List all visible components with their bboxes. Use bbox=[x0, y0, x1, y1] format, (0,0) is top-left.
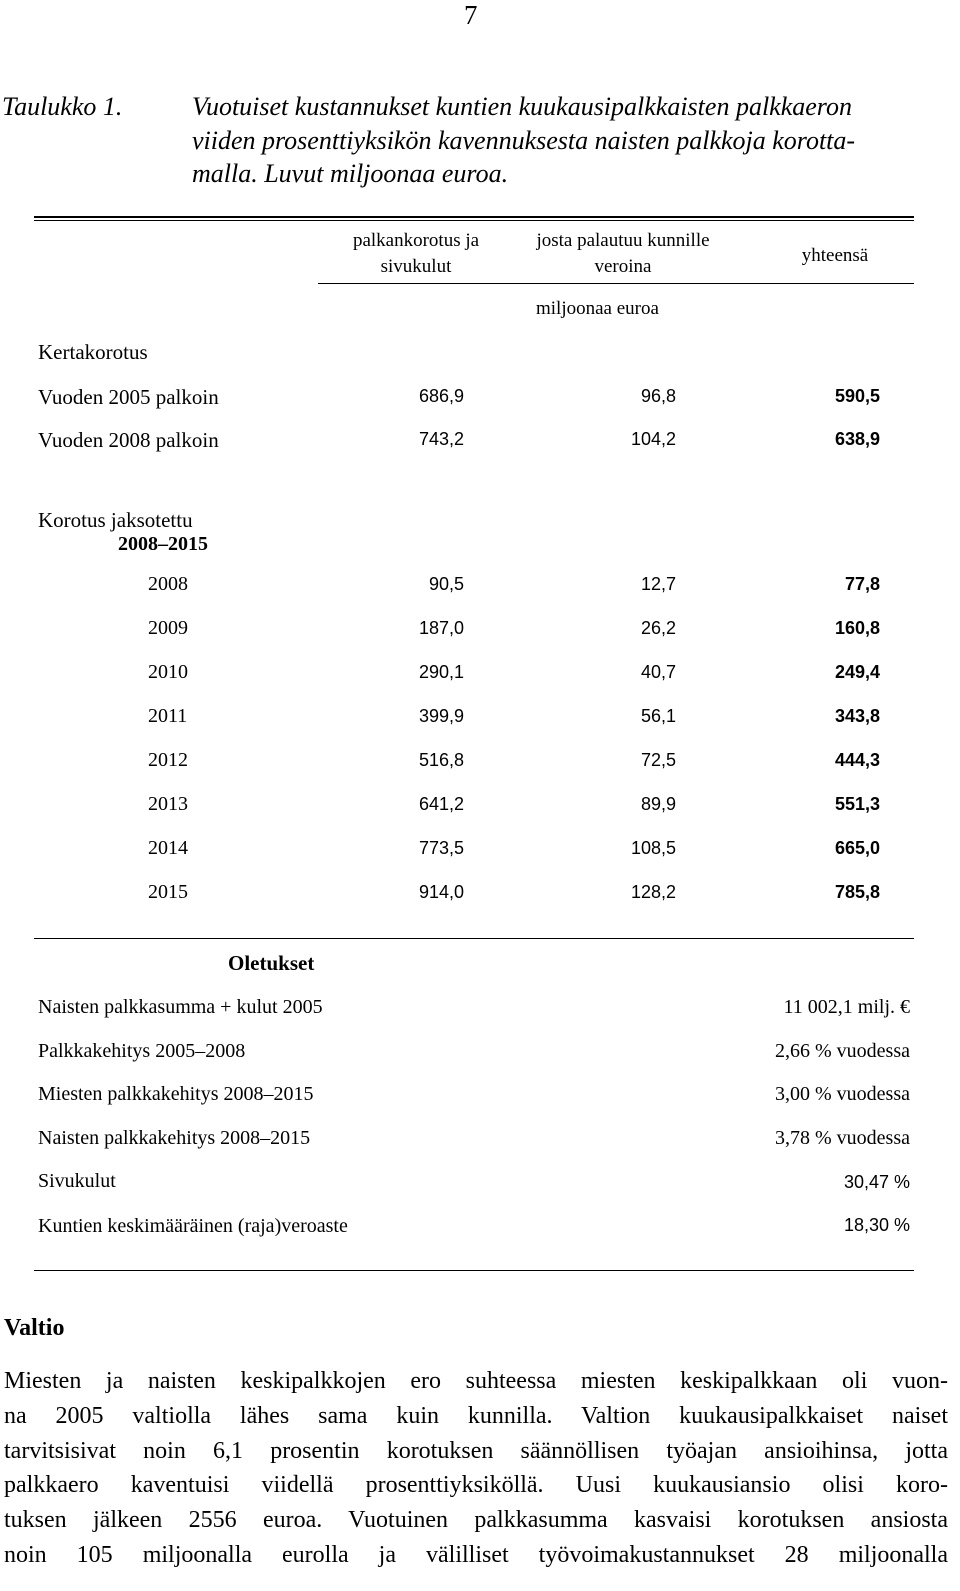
paragraph-line: na 2005 valtiolla lähes sama kuin kunnil… bbox=[4, 1402, 948, 1429]
year-label: 2014 bbox=[148, 837, 188, 859]
assumption-value: 18,30 % bbox=[843, 1215, 910, 1235]
table-caption-label: Taulukko 1. bbox=[2, 92, 123, 121]
assumption-label: Kuntien keskimääräinen (raja)veroaste bbox=[38, 1215, 348, 1237]
header-yhteensa: yhteensä bbox=[801, 245, 869, 266]
row-label: Vuoden 2005 palkoin bbox=[38, 385, 219, 409]
assumption-value: 30,47 % bbox=[843, 1172, 910, 1192]
cell-yhteensa: 590,5 bbox=[834, 386, 880, 406]
table-caption-line: Vuotuiset kustannukset kuntien kuukausip… bbox=[192, 92, 852, 121]
year-label: 2009 bbox=[148, 617, 188, 639]
assumption-label: Naisten palkkasumma + kulut 2005 bbox=[38, 996, 323, 1018]
cell-yhteensa: 638,9 bbox=[834, 429, 880, 449]
cell-palkankorotus: 641,2 bbox=[418, 794, 464, 814]
paragraph-line: palkkaero kaventuisi viidellä prosenttiy… bbox=[4, 1472, 948, 1499]
cell-palkankorotus: 399,9 bbox=[418, 706, 464, 726]
cell-palkankorotus: 516,8 bbox=[418, 750, 464, 770]
year-label: 2008 bbox=[148, 573, 188, 595]
cell-yhteensa: 77,8 bbox=[844, 574, 880, 594]
section-title-valtio: Valtio bbox=[4, 1315, 65, 1341]
paragraph-line: Miesten ja naisten keskipalkkojen ero su… bbox=[4, 1368, 948, 1394]
assumption-value: 11 002,1 milj. € bbox=[783, 996, 910, 1018]
assumption-value: 3,78 % vuodessa bbox=[775, 1127, 910, 1149]
assumption-label: Palkkakehitys 2005–2008 bbox=[38, 1040, 246, 1062]
cell-palkankorotus: 686,9 bbox=[418, 386, 464, 406]
table-top-rule bbox=[34, 216, 914, 218]
section-label-jaksotettu: Korotus jaksotettu bbox=[38, 508, 193, 532]
header-palkankorotus: palkankorotus ja sivukulut bbox=[352, 230, 480, 277]
cell-palautuu: 72,5 bbox=[640, 750, 676, 770]
header-underline bbox=[318, 283, 914, 284]
year-label: 2010 bbox=[148, 661, 188, 683]
cell-yhteensa: 444,3 bbox=[834, 750, 880, 770]
cell-yhteensa: 551,3 bbox=[834, 794, 880, 814]
cell-yhteensa: 343,8 bbox=[834, 706, 880, 726]
year-label: 2011 bbox=[148, 705, 188, 727]
table-caption-line: malla. Luvut miljoonaa euroa. bbox=[192, 159, 509, 188]
cell-palautuu: 108,5 bbox=[630, 838, 676, 858]
paragraph-line: tarvitsisivat noin 6,1 prosentin korotuk… bbox=[4, 1437, 948, 1464]
year-label: 2012 bbox=[148, 749, 188, 771]
table-caption-line: viiden prosenttiyksikön kavennuksesta na… bbox=[192, 126, 856, 155]
cell-palautuu: 128,2 bbox=[630, 882, 676, 902]
row-label: Vuoden 2008 palkoin bbox=[38, 428, 219, 452]
header-josta-palautuu: josta palautuu kunnille veroina bbox=[536, 230, 710, 277]
cell-palkankorotus: 290,1 bbox=[418, 662, 464, 682]
section-label-kertakorotus: Kertakorotus bbox=[38, 340, 148, 364]
page-number: 7 bbox=[464, 0, 478, 30]
cell-palkankorotus: 187,0 bbox=[418, 618, 464, 638]
paragraph-line: noin 105 miljoonalla eurolla ja välillis… bbox=[4, 1541, 948, 1568]
cell-palautuu: 40,7 bbox=[640, 662, 676, 682]
assumptions-title: Oletukset bbox=[228, 951, 315, 975]
cell-palautuu: 89,9 bbox=[640, 794, 676, 814]
table-bottom-rule bbox=[34, 1270, 914, 1271]
assumption-label: Miesten palkkakehitys 2008–2015 bbox=[38, 1083, 314, 1105]
header-unit: miljoonaa euroa bbox=[536, 298, 659, 319]
cell-palautuu: 12,7 bbox=[640, 574, 676, 594]
section-label-period: 2008–2015 bbox=[118, 533, 208, 555]
year-label: 2013 bbox=[148, 793, 188, 815]
cell-yhteensa: 160,8 bbox=[834, 618, 880, 638]
cell-palkankorotus: 743,2 bbox=[418, 429, 464, 449]
paragraph-line: tuksen jälkeen 2556 euroa. Vuotuinen pal… bbox=[4, 1507, 948, 1534]
cell-yhteensa: 249,4 bbox=[834, 662, 880, 682]
assumption-label: Naisten palkkakehitys 2008–2015 bbox=[38, 1127, 311, 1149]
cell-palkankorotus: 914,0 bbox=[418, 882, 464, 902]
assumption-value: 2,66 % vuodessa bbox=[775, 1040, 910, 1062]
cell-palautuu: 56,1 bbox=[640, 706, 676, 726]
cell-palautuu: 104,2 bbox=[630, 429, 676, 449]
year-label: 2015 bbox=[148, 881, 188, 903]
cell-palkankorotus: 90,5 bbox=[428, 574, 464, 594]
assumptions-rule bbox=[34, 938, 914, 939]
cell-palautuu: 26,2 bbox=[640, 618, 676, 638]
cell-yhteensa: 665,0 bbox=[834, 838, 880, 858]
cell-palkankorotus: 773,5 bbox=[418, 838, 464, 858]
cell-palautuu: 96,8 bbox=[640, 386, 676, 406]
body-paragraph: Miesten ja naisten keskipalkkojen ero su… bbox=[4, 1364, 948, 1573]
table-top-rule-thin bbox=[34, 220, 914, 221]
assumption-label: Sivukulut bbox=[38, 1170, 116, 1192]
cell-yhteensa: 785,8 bbox=[834, 882, 880, 902]
assumption-value: 3,00 % vuodessa bbox=[775, 1083, 910, 1105]
